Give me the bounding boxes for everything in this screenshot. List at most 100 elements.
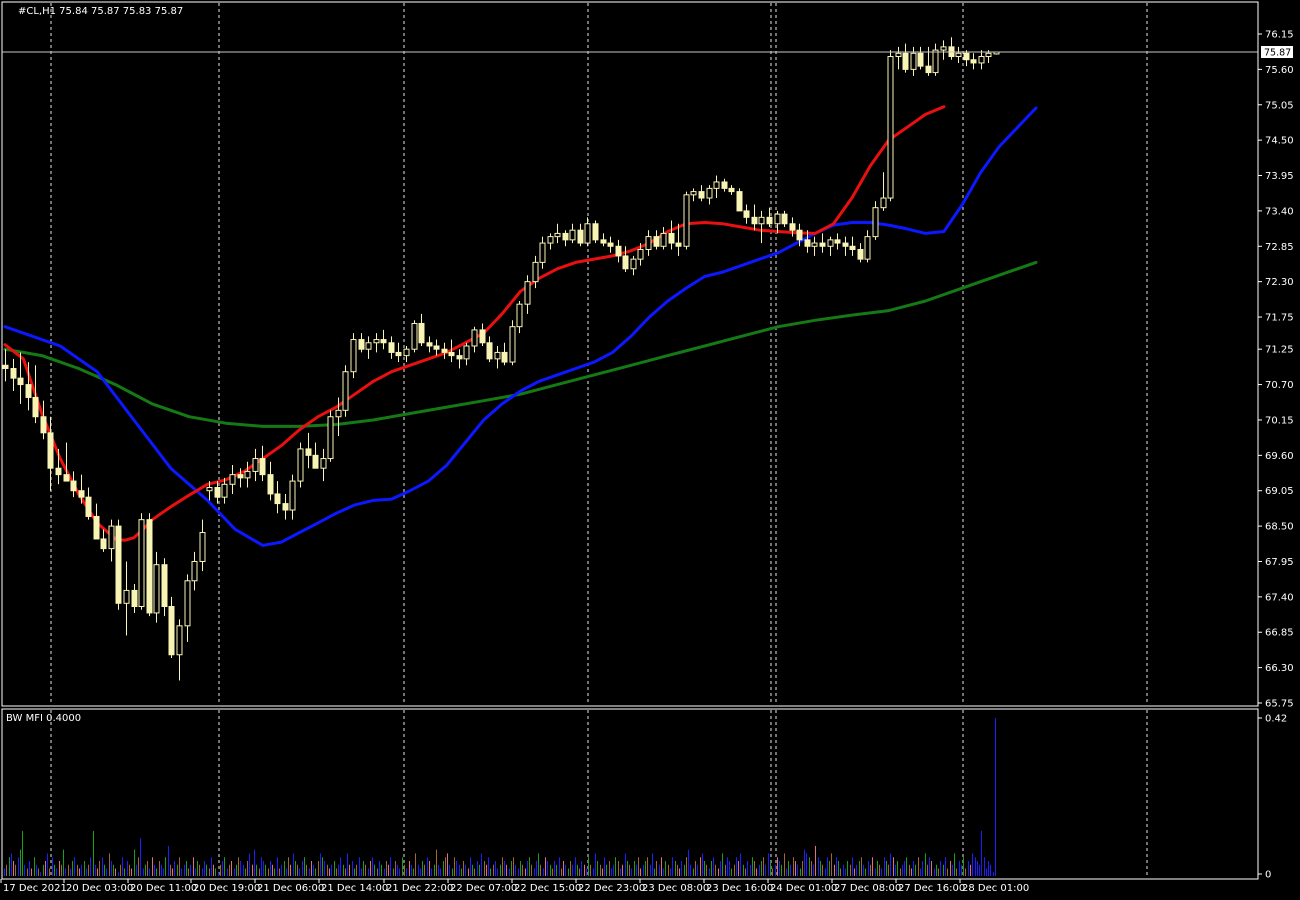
candle-body — [690, 191, 697, 196]
moving-average-slow — [3, 260, 1038, 428]
candle — [395, 342, 402, 363]
candle — [872, 201, 879, 240]
candle-body — [660, 232, 667, 247]
y-tick-label: 0 — [1265, 870, 1271, 881]
candle — [403, 345, 410, 363]
candle-body — [93, 515, 100, 540]
y-tick-label: 75.60 — [1265, 65, 1294, 76]
vertical-grid — [50, 3, 1148, 705]
candle — [721, 178, 728, 192]
candle-body — [600, 239, 607, 244]
x-tick-label: 20 Dec 19:00 — [193, 883, 260, 894]
candle — [509, 320, 516, 366]
candle-body — [70, 480, 77, 492]
candle-body — [637, 248, 644, 260]
candle-body — [456, 355, 463, 360]
candle-body — [342, 371, 349, 411]
candle — [463, 342, 470, 366]
candle — [131, 583, 138, 613]
candle-body — [547, 236, 554, 244]
candle — [577, 223, 584, 247]
candle — [751, 204, 758, 231]
price-panel-border — [1, 1, 1259, 707]
candle — [622, 246, 629, 273]
candle — [138, 513, 145, 610]
y-tick-label: 74.50 — [1265, 136, 1294, 147]
symbol-title: #CL,H1 75.84 75.87 75.83 75.87 — [18, 6, 183, 17]
y-tick-label: 0.42 — [1265, 714, 1287, 725]
candle — [811, 236, 818, 256]
candle-body — [698, 191, 705, 199]
candle — [297, 442, 304, 488]
y-tick-label: 65.75 — [1265, 699, 1294, 710]
candle — [191, 551, 198, 591]
candle — [305, 432, 312, 469]
candle — [690, 188, 697, 202]
candle-body — [804, 239, 811, 247]
candle-body — [40, 416, 47, 434]
candle-body — [426, 342, 433, 347]
candle — [252, 448, 259, 482]
candle — [93, 503, 100, 540]
candle — [963, 50, 970, 67]
candle-body — [305, 448, 312, 456]
candle-body — [622, 255, 629, 270]
candle-body — [781, 213, 788, 225]
candle-body — [592, 223, 599, 241]
candle — [728, 185, 735, 195]
candle-body — [910, 52, 917, 70]
candle-body — [350, 339, 357, 373]
candle-body — [978, 56, 985, 64]
candle — [373, 333, 380, 353]
candle-body — [834, 239, 841, 244]
candle — [108, 519, 115, 562]
candle-body — [403, 348, 410, 357]
candle — [40, 400, 47, 440]
candle — [471, 326, 478, 353]
candle — [562, 230, 569, 247]
price-panel[interactable]: 76.15 75.60 75.05 74.50 73.95 73.40 72.85 72.30… — [1, 1, 1294, 710]
candle-body — [872, 207, 879, 238]
candle-body — [501, 351, 508, 363]
candle-body — [358, 339, 365, 350]
candlesticks — [2, 37, 1000, 681]
candle — [887, 50, 894, 202]
candle-body — [10, 368, 17, 379]
y-tick-label: 70.15 — [1265, 415, 1294, 426]
candle — [456, 349, 463, 369]
bw-mfi-panel[interactable]: 0.42 0 BW MFI 0.4000 — [1, 708, 1287, 881]
candle-body — [925, 65, 932, 74]
candle — [388, 336, 395, 359]
candle-body — [267, 474, 274, 495]
y-tick-label: 69.05 — [1265, 486, 1294, 497]
candle-body — [743, 210, 750, 218]
candle — [917, 46, 924, 70]
candle-body — [630, 258, 637, 270]
candle-body — [388, 342, 395, 353]
y-tick-label: 76.15 — [1265, 30, 1294, 41]
candle — [221, 477, 228, 504]
candle-body — [774, 213, 781, 225]
candle-body — [259, 458, 266, 476]
candle — [184, 574, 191, 642]
candle — [32, 365, 39, 424]
moving-average-mid — [3, 106, 1038, 547]
price-axis: 76.15 75.60 75.05 74.50 73.95 73.40 72.85 72.30… — [1258, 30, 1294, 710]
candle-body — [146, 519, 153, 614]
indicator-title: BW MFI 0.4000 — [6, 713, 81, 724]
candle — [433, 339, 440, 356]
candle-body — [706, 187, 713, 199]
candle — [411, 320, 418, 353]
candle-body — [562, 232, 569, 241]
candle-body — [463, 345, 470, 360]
candle — [592, 220, 599, 244]
candle-body — [85, 496, 92, 517]
candle-body — [168, 606, 175, 656]
y-tick-label: 67.40 — [1265, 592, 1294, 603]
candle-body — [131, 589, 138, 608]
candle-body — [683, 194, 690, 247]
candle — [244, 461, 251, 488]
candle-body — [970, 59, 977, 64]
